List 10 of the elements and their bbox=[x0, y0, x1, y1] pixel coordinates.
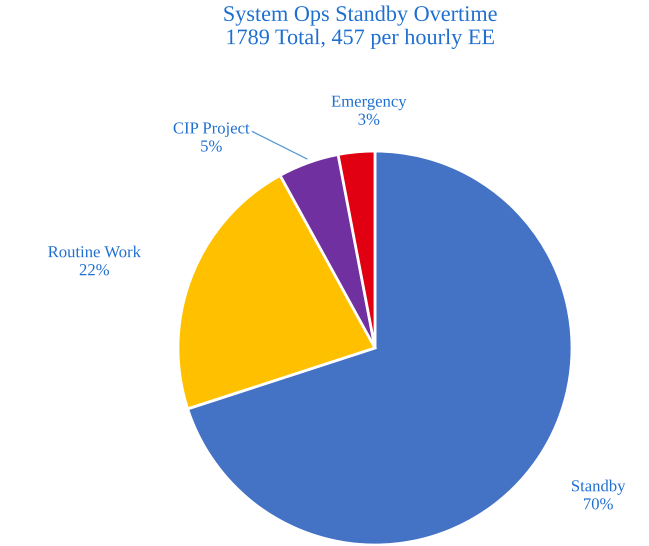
chart-title: System Ops Standby Overtime bbox=[224, 5, 497, 26]
data-label: 3% bbox=[358, 114, 380, 125]
data-label: 70% bbox=[584, 498, 613, 510]
chart-subtitle: 1789 Total, 457 per hourly EE bbox=[227, 28, 494, 49]
slice-label: Emergency bbox=[331, 96, 407, 110]
slice-label: Routine Work bbox=[48, 246, 141, 258]
slice-label: Standby bbox=[572, 480, 626, 495]
data-label: 5% bbox=[201, 140, 222, 152]
data-label: 22% bbox=[80, 264, 110, 276]
slice-label: CIP Project bbox=[174, 122, 250, 137]
